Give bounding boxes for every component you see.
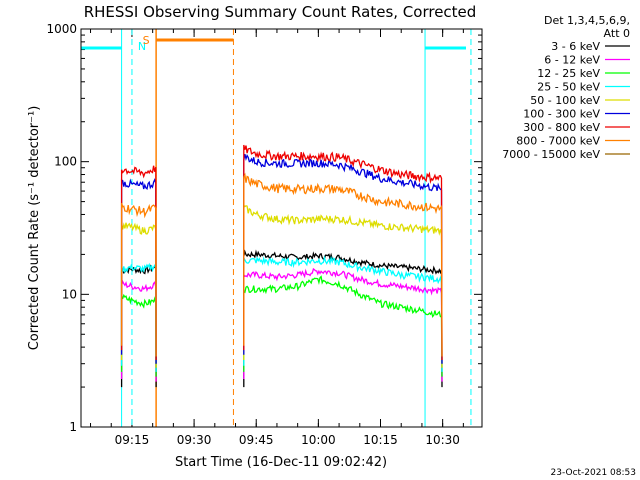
x-tick-label: 10:15: [363, 433, 398, 447]
flag-label-s: S: [143, 34, 150, 47]
legend-label: 50 - 100 keV: [530, 94, 600, 107]
series-line-100-300-kev: [243, 153, 443, 364]
y-axis-label: Corrected Count Rate (s⁻¹ detector⁻¹): [27, 106, 42, 351]
series-line-25-50-kev: [243, 255, 443, 372]
legend-label: 6 - 12 keV: [544, 54, 600, 67]
series-line-300-800-kev: [120, 165, 157, 361]
series-line-12-25-kev: [120, 293, 157, 377]
legend-label: 100 - 300 keV: [523, 108, 600, 121]
legend-title-line: Att 0: [604, 27, 630, 40]
legend-label: 800 - 7000 keV: [516, 135, 600, 148]
x-tick-label: 09:15: [115, 433, 150, 447]
series-line-50-100-kev: [243, 203, 443, 368]
timestamp: 23-Oct-2021 08:53: [551, 468, 636, 478]
x-tick-label: 09:45: [239, 433, 274, 447]
series-line-12-25-kev: [243, 275, 443, 377]
x-tick-label: 10:30: [425, 433, 460, 447]
x-axis-label: Start Time (16-Dec-11 09:02:42): [175, 455, 387, 470]
legend-title: Det 1,3,4,5,6,9, Att 0: [544, 14, 630, 40]
legend-label: 3 - 6 keV: [551, 40, 600, 53]
x-tick-label: 10:00: [301, 433, 336, 447]
series-line-100-300-kev: [120, 178, 157, 364]
series-line-6-12-kev: [243, 267, 443, 382]
series-line-800-7000-kev: [243, 172, 443, 357]
series-line-6-12-kev: [120, 279, 157, 382]
legend-title-line: Det 1,3,4,5,6,9,: [544, 14, 630, 27]
y-tick-label: 10: [62, 287, 77, 301]
legend-label: 7000 - 15000 keV: [502, 148, 600, 161]
y-tick-label: 1000: [46, 22, 77, 36]
legend-label: 25 - 50 keV: [537, 81, 600, 94]
chart-title: RHESSI Observing Summary Count Rates, Co…: [84, 3, 477, 21]
legend-label: 12 - 25 keV: [537, 67, 600, 80]
x-tick-label: 09:30: [177, 433, 212, 447]
plot-frame: [80, 28, 483, 428]
y-tick-label: 1: [69, 420, 77, 434]
flag-label-n: N: [138, 40, 146, 53]
y-tick-label: 100: [54, 155, 77, 169]
series-line-300-800-kev: [243, 144, 443, 361]
series-line-50-100-kev: [120, 222, 157, 368]
series-line-25-50-kev: [120, 262, 157, 372]
plot-area: 1 10 100 1000 09:15 09:30 09:45 10:00 10:15 10:30…: [46, 22, 482, 447]
series-line-800-7000-kev: [120, 202, 157, 357]
legend-label: 300 - 800 keV: [523, 121, 600, 134]
